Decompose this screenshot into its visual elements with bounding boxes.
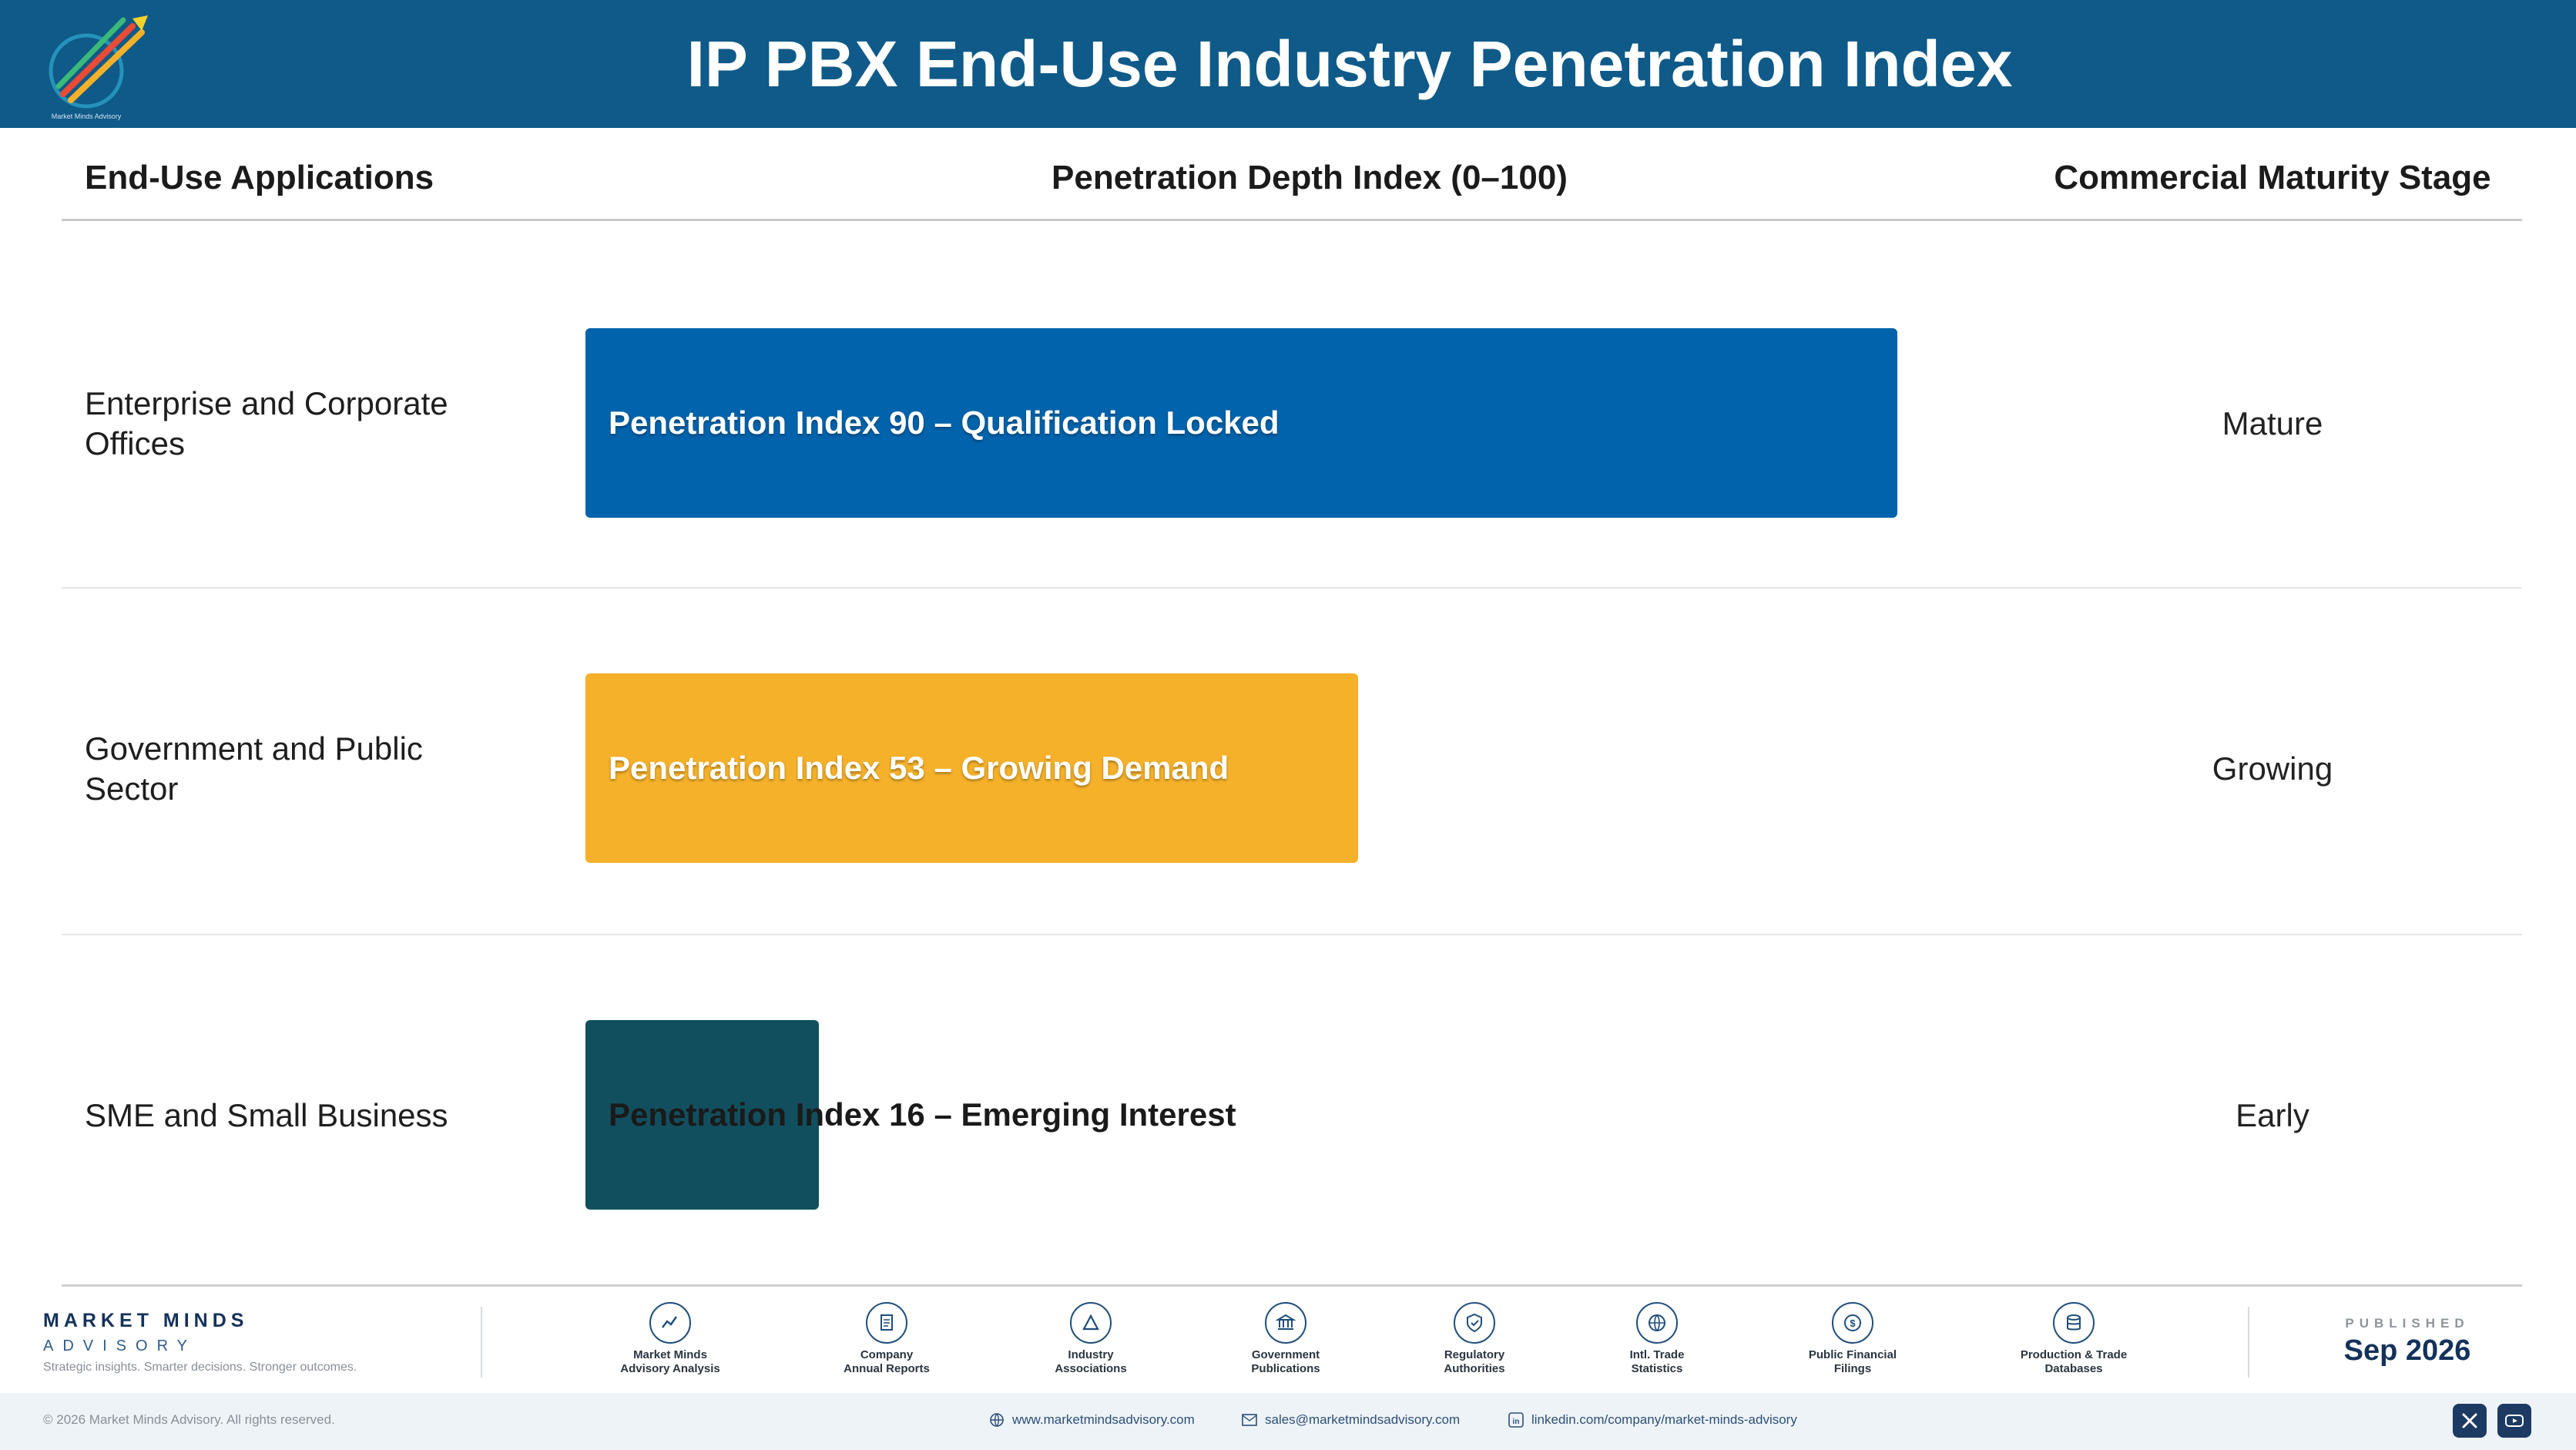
- bar-label-text: Penetration Index 53 – Growing Demand: [609, 750, 1229, 786]
- maturity-stage: Mature: [2222, 405, 2323, 441]
- source-label: Production & Trade Databases: [2020, 1348, 2128, 1375]
- maturity-stage: Growing: [2212, 750, 2333, 787]
- row-divider: [62, 934, 2522, 935]
- email-link[interactable]: sales@marketmindsadvisory.com: [1242, 1412, 1460, 1428]
- source-item: Regulatory Authorities: [1405, 1302, 1544, 1376]
- shield-check-icon: [1454, 1302, 1495, 1344]
- footer-divider: [62, 1284, 2522, 1287]
- footer-divider-right: [2248, 1307, 2249, 1378]
- svg-text:in: in: [1513, 1418, 1520, 1426]
- footer-brand-tagline: Strategic insights. Smarter decisions. S…: [43, 1361, 357, 1374]
- column-header-stage: Commercial Maturity Stage: [2054, 159, 2491, 196]
- page-title: IP PBX End-Use Industry Penetration Inde…: [686, 28, 2013, 100]
- source-item: Industry Associations: [1021, 1302, 1160, 1376]
- source-item: Production & Trade Databases: [2004, 1302, 2143, 1376]
- svg-text:$: $: [1850, 1317, 1856, 1329]
- trend-chart-icon: [649, 1302, 691, 1344]
- government-building-icon: [1265, 1302, 1306, 1344]
- source-item: $ Public Financial Filings: [1783, 1302, 1922, 1376]
- source-label: Public Financial Filings: [1808, 1348, 1897, 1375]
- source-label: Market Minds Advisory Analysis: [620, 1348, 720, 1375]
- header-bar: Market Minds Advisory IP PBX End-Use Ind…: [0, 0, 2576, 128]
- row-label: SME and Small Business: [85, 1097, 448, 1133]
- bar-label-text: Penetration Index 16 – Emerging Interest: [609, 1096, 1236, 1133]
- document-icon: [866, 1302, 907, 1344]
- column-header-applications: End-Use Applications: [85, 159, 434, 196]
- source-item: Market Minds Advisory Analysis: [601, 1302, 740, 1376]
- x-social-button[interactable]: [2453, 1404, 2487, 1438]
- database-icon: [2053, 1302, 2095, 1344]
- published-date: Sep 2026: [2343, 1334, 2471, 1367]
- header-divider: [62, 219, 2522, 221]
- published-label: PUBLISHED: [2345, 1316, 2470, 1331]
- bar: [585, 1020, 819, 1210]
- bar: [585, 673, 1358, 863]
- source-label: Industry Associations: [1055, 1348, 1127, 1375]
- bar-label-text: Penetration Index 90 – Qualification Loc…: [609, 404, 1280, 441]
- dollar-coin-icon: $: [1832, 1302, 1873, 1344]
- x-logo-icon: [2462, 1413, 2477, 1428]
- source-label: Regulatory Authorities: [1444, 1348, 1505, 1375]
- website-link[interactable]: www.marketmindsadvisory.com: [989, 1412, 1195, 1428]
- svg-text:Market Minds Advisory: Market Minds Advisory: [52, 112, 122, 120]
- youtube-icon: [2505, 1415, 2524, 1427]
- footer-divider-left: [481, 1307, 482, 1378]
- source-label: Company Annual Reports: [844, 1348, 930, 1375]
- linkedin-icon: in: [1508, 1412, 1524, 1428]
- linkedin-link[interactable]: in linkedin.com/company/market-minds-adv…: [1508, 1412, 1797, 1428]
- network-icon: [1070, 1302, 1112, 1344]
- source-item: Intl. Trade Statistics: [1588, 1302, 1726, 1376]
- source-item: Government Publications: [1216, 1302, 1355, 1376]
- source-label: Government Publications: [1251, 1348, 1320, 1375]
- website-text: www.marketmindsadvisory.com: [1012, 1412, 1195, 1427]
- youtube-social-button[interactable]: [2497, 1404, 2531, 1438]
- footer-brand-name: MARKET MINDS: [43, 1310, 249, 1331]
- email-text: sales@marketmindsadvisory.com: [1265, 1412, 1461, 1427]
- row-label: Enterprise and Corporate Offices: [85, 385, 448, 462]
- bar: [585, 328, 1897, 518]
- globe-icon: [990, 1413, 1004, 1427]
- globe-icon: [1636, 1302, 1678, 1344]
- copyright-text: © 2026 Market Minds Advisory. All rights…: [43, 1412, 335, 1427]
- row-divider: [62, 587, 2522, 589]
- maturity-stage: Early: [2236, 1097, 2309, 1133]
- source-item: Company Annual Reports: [817, 1302, 956, 1376]
- footer-brand-sub: ADVISORY: [43, 1338, 196, 1354]
- mail-icon: [1242, 1414, 1257, 1426]
- row-label: Government and Public Sector: [85, 730, 423, 807]
- linkedin-text: linkedin.com/company/market-minds-adviso…: [1531, 1412, 1797, 1427]
- market-minds-logo: Market Minds Advisory: [49, 15, 148, 120]
- source-label: Intl. Trade Statistics: [1629, 1348, 1685, 1375]
- footer-contact-bar: [0, 1393, 2576, 1450]
- column-header-depth: Penetration Depth Index (0–100): [1052, 159, 1568, 196]
